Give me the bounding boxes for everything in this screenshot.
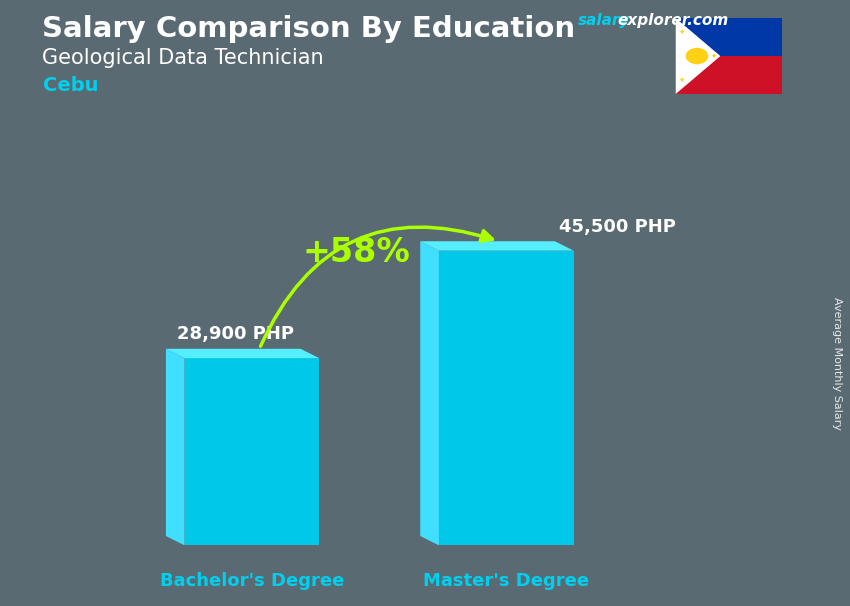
- Text: +58%: +58%: [303, 236, 411, 270]
- Text: explorer.com: explorer.com: [618, 13, 729, 28]
- Polygon shape: [420, 241, 439, 545]
- Text: Master's Degree: Master's Degree: [423, 571, 589, 590]
- Circle shape: [686, 48, 707, 64]
- Text: Salary Comparison By Education: Salary Comparison By Education: [42, 15, 575, 43]
- Bar: [439, 251, 574, 545]
- Bar: [676, 56, 782, 94]
- Text: ★: ★: [679, 78, 685, 83]
- Bar: [676, 18, 782, 56]
- Text: salary: salary: [578, 13, 631, 28]
- Text: Geological Data Technician: Geological Data Technician: [42, 48, 324, 68]
- Text: 28,900 PHP: 28,900 PHP: [177, 325, 294, 343]
- Bar: [184, 358, 320, 545]
- Polygon shape: [166, 349, 184, 545]
- Polygon shape: [676, 18, 720, 94]
- Text: Average Monthly Salary: Average Monthly Salary: [832, 297, 842, 430]
- Text: ★: ★: [711, 53, 717, 59]
- Text: Bachelor's Degree: Bachelor's Degree: [160, 571, 344, 590]
- Polygon shape: [166, 349, 320, 358]
- Text: Cebu: Cebu: [42, 76, 98, 95]
- Polygon shape: [420, 241, 574, 251]
- Text: 45,500 PHP: 45,500 PHP: [558, 218, 676, 236]
- Text: ★: ★: [679, 29, 685, 35]
